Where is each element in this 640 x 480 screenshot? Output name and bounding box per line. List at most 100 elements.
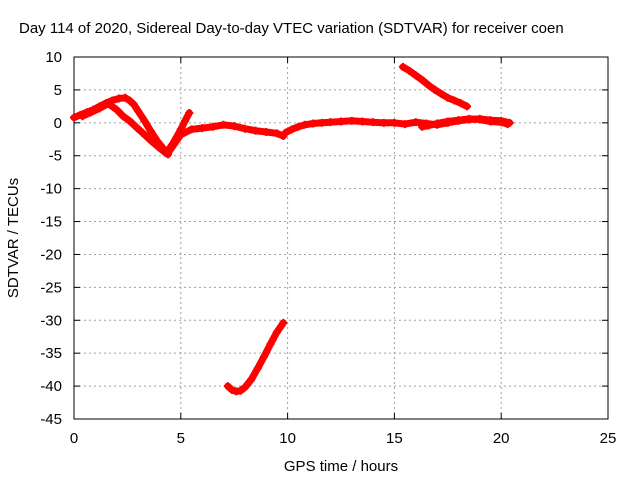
data-point bbox=[454, 116, 463, 125]
data-point bbox=[300, 120, 309, 129]
data-point bbox=[119, 112, 128, 121]
series-arc-5 bbox=[223, 318, 288, 396]
series-line bbox=[418, 115, 512, 131]
data-point bbox=[78, 112, 87, 121]
series-line bbox=[224, 319, 287, 395]
data-point bbox=[230, 122, 239, 131]
data-point bbox=[309, 119, 318, 128]
data-point bbox=[317, 118, 326, 127]
y-tick-label: 0 bbox=[54, 115, 62, 132]
data-point bbox=[369, 118, 378, 127]
data-point bbox=[240, 383, 249, 392]
data-point bbox=[134, 106, 143, 115]
data-point bbox=[456, 99, 465, 108]
data-point bbox=[424, 121, 433, 130]
data-point bbox=[181, 116, 190, 125]
x-axis-label: GPS time / hours bbox=[284, 458, 398, 475]
data-point bbox=[70, 113, 78, 122]
data-point bbox=[260, 352, 269, 361]
data-point bbox=[294, 122, 303, 131]
data-point bbox=[465, 114, 474, 123]
data-point bbox=[437, 89, 446, 98]
data-point bbox=[418, 122, 427, 131]
data-point bbox=[401, 120, 410, 129]
x-tick-label: 10 bbox=[279, 430, 296, 447]
data-point bbox=[424, 81, 433, 90]
data-point bbox=[281, 128, 290, 137]
data-point bbox=[208, 122, 217, 131]
data-point bbox=[104, 99, 113, 108]
data-point bbox=[112, 105, 121, 114]
data-point bbox=[262, 128, 271, 137]
data-point bbox=[170, 139, 179, 148]
y-tick-label: -20 bbox=[40, 246, 62, 263]
data-point bbox=[146, 127, 155, 136]
data-point bbox=[379, 118, 388, 127]
data-point bbox=[405, 66, 414, 75]
data-point bbox=[497, 118, 506, 127]
data-point bbox=[433, 119, 442, 128]
data-point bbox=[223, 382, 232, 391]
grid-layer bbox=[74, 57, 608, 419]
data-point bbox=[486, 117, 495, 126]
x-tick-label: 20 bbox=[493, 430, 510, 447]
data-point bbox=[87, 108, 96, 117]
tick-layer: 0 5 10 15 20 25 10 5 0 -5 -10 -15 -20 -25 -30 -35 -40 -45 bbox=[40, 49, 616, 447]
data-point bbox=[95, 104, 104, 113]
data-point bbox=[443, 93, 452, 102]
y-tick-label: -35 bbox=[40, 345, 62, 362]
data-point bbox=[219, 120, 228, 129]
y-tick-label: -25 bbox=[40, 279, 62, 296]
data-point bbox=[131, 122, 140, 131]
data-point bbox=[125, 96, 134, 105]
data-point bbox=[253, 364, 262, 373]
data-point bbox=[475, 115, 484, 124]
series-arc-7 bbox=[418, 114, 512, 131]
data-point bbox=[503, 120, 512, 129]
y-tick-label: -10 bbox=[40, 181, 62, 198]
x-tick-label: 0 bbox=[70, 430, 78, 447]
data-point bbox=[398, 62, 407, 71]
data-point bbox=[430, 85, 439, 94]
data-point bbox=[138, 128, 147, 137]
y-tick-label: -45 bbox=[40, 411, 62, 428]
data-point bbox=[411, 71, 420, 80]
y-tick-label: 10 bbox=[45, 49, 62, 66]
data-point bbox=[358, 117, 367, 126]
chart-title: Day 114 of 2020, Sidereal Day-to-day VTE… bbox=[19, 20, 564, 37]
y-tick-label: -40 bbox=[40, 378, 62, 395]
data-point bbox=[251, 126, 260, 135]
data-point bbox=[347, 116, 356, 125]
data-point bbox=[450, 96, 459, 105]
series-arc-4 bbox=[163, 120, 288, 158]
y-tick-label: -5 bbox=[49, 148, 62, 165]
data-point bbox=[326, 118, 335, 127]
data-point bbox=[337, 117, 345, 126]
data-point bbox=[287, 125, 296, 134]
data-point bbox=[236, 386, 245, 395]
data-point bbox=[125, 116, 134, 125]
data-point bbox=[443, 117, 452, 126]
plot-frame bbox=[73, 56, 609, 420]
data-point bbox=[272, 328, 281, 337]
x-tick-label: 15 bbox=[386, 430, 403, 447]
data-point bbox=[266, 339, 275, 348]
data-point bbox=[390, 118, 399, 127]
data-point bbox=[272, 129, 281, 138]
x-tick-label: 5 bbox=[177, 430, 185, 447]
y-tick-label: -15 bbox=[40, 214, 62, 231]
y-tick-label: 5 bbox=[54, 82, 62, 99]
data-point bbox=[279, 318, 288, 327]
data-point bbox=[155, 143, 164, 152]
data-point bbox=[228, 386, 237, 395]
data-point bbox=[187, 125, 196, 134]
data-point bbox=[198, 124, 207, 133]
data-point bbox=[418, 76, 427, 85]
data-point bbox=[240, 124, 249, 133]
series-layer bbox=[70, 62, 514, 396]
data-point bbox=[185, 108, 194, 117]
data-point bbox=[411, 118, 420, 127]
y-tick-label: -30 bbox=[40, 312, 62, 329]
data-point bbox=[121, 93, 130, 102]
